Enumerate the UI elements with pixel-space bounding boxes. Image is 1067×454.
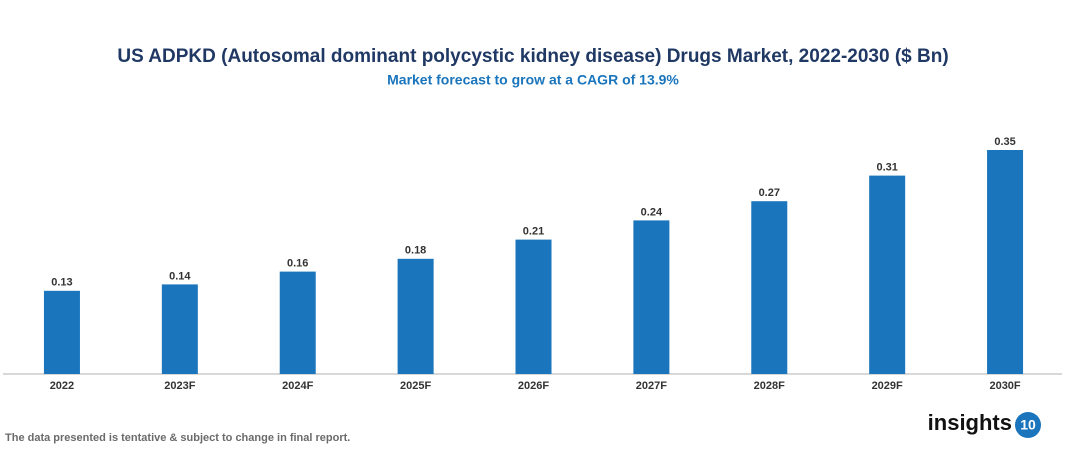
bar — [751, 201, 788, 374]
value-label: 0.31 — [876, 162, 897, 174]
chart-title: US ADPKD (Autosomal dominant polycystic … — [117, 46, 948, 67]
bar — [515, 239, 552, 374]
logo-text: insights — [928, 410, 1012, 435]
x-tick-label: 2029F — [872, 380, 903, 392]
footnote: The data presented is tentative & subjec… — [5, 432, 350, 444]
x-tick-label: 2022 — [50, 380, 74, 392]
bar — [161, 284, 198, 374]
logo-badge-text: 10 — [1020, 417, 1036, 433]
x-tick-label: 2023F — [164, 380, 195, 392]
value-label: 0.24 — [641, 206, 663, 218]
value-label: 0.13 — [51, 277, 72, 289]
x-tick-label: 2027F — [636, 380, 667, 392]
value-label: 0.16 — [287, 258, 308, 270]
bar — [633, 220, 670, 374]
bar — [987, 150, 1024, 374]
x-tick-label: 2030F — [989, 380, 1020, 392]
x-tick-label: 2024F — [282, 380, 313, 392]
x-tick-label: 2026F — [518, 380, 549, 392]
value-label: 0.27 — [759, 187, 780, 199]
bar — [279, 271, 316, 374]
bar — [43, 290, 80, 374]
bar — [397, 258, 434, 374]
value-label: 0.18 — [405, 245, 426, 257]
x-tick-label: 2028F — [754, 380, 785, 392]
value-label: 0.21 — [523, 226, 544, 238]
value-label: 0.14 — [169, 270, 191, 282]
value-label: 0.35 — [994, 136, 1015, 148]
x-tick-label: 2025F — [400, 380, 431, 392]
logo-badge — [1015, 412, 1041, 438]
bar — [869, 175, 906, 374]
chart-subtitle: Market forecast to grow at a CAGR of 13.… — [387, 72, 679, 88]
